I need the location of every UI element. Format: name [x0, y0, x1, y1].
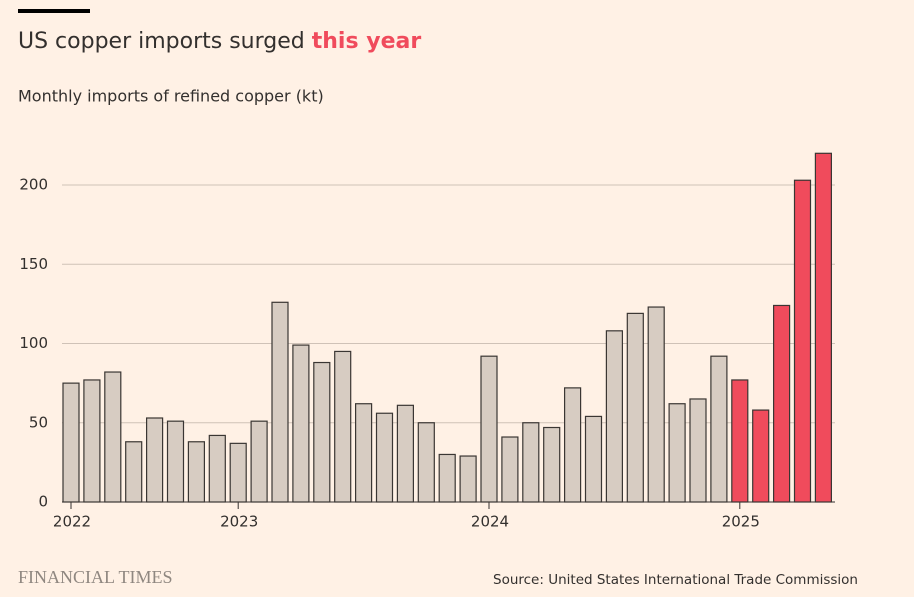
chart-title: US copper imports surged this year [18, 29, 421, 54]
bar [543, 426, 561, 503]
title-bar [18, 9, 90, 13]
bar [689, 398, 707, 503]
y-tick-label: 100 [19, 334, 48, 352]
bar [104, 371, 122, 503]
bar [250, 420, 268, 503]
bar [668, 403, 686, 503]
bar [83, 379, 101, 503]
bar [125, 441, 143, 503]
y-tick-label: 50 [29, 413, 48, 431]
bar [396, 404, 414, 503]
bar [271, 301, 289, 503]
y-tick-label: 0 [38, 493, 48, 511]
brand: FINANCIAL TIMES [18, 567, 173, 587]
bar [417, 422, 435, 503]
bar [313, 361, 331, 503]
bar [626, 312, 644, 503]
bar [438, 453, 456, 503]
title-main: US copper imports surged [18, 29, 305, 54]
bar [480, 355, 498, 503]
bar [334, 350, 352, 503]
x-tick-label: 2024 [471, 513, 509, 531]
y-tick-label: 150 [19, 255, 48, 273]
bar [647, 306, 665, 503]
bar [375, 412, 394, 503]
bar [187, 441, 205, 503]
y-tick-label: 200 [19, 176, 48, 194]
bar [605, 330, 624, 503]
bar [62, 382, 80, 503]
x-tick-label: 2025 [722, 513, 760, 531]
bar [166, 420, 185, 503]
title-highlight: this year [312, 29, 422, 54]
bar [208, 434, 226, 503]
subtitle: Monthly imports of refined copper (kt) [18, 87, 324, 106]
source: Source: United States International Trad… [493, 572, 858, 588]
bar [731, 379, 749, 503]
bar [814, 152, 833, 503]
bar [772, 304, 791, 503]
bar [710, 355, 728, 503]
bar [229, 442, 247, 503]
x-tick-label: 2023 [220, 513, 258, 531]
bar [522, 422, 540, 503]
bar [459, 455, 477, 503]
bar [793, 179, 812, 503]
x-tick-label: 2022 [53, 513, 91, 531]
bar [563, 387, 582, 503]
bar [584, 415, 603, 503]
bar [355, 403, 373, 503]
bar [292, 344, 310, 503]
bar [752, 409, 770, 503]
bar [146, 417, 164, 503]
bar [501, 436, 519, 503]
